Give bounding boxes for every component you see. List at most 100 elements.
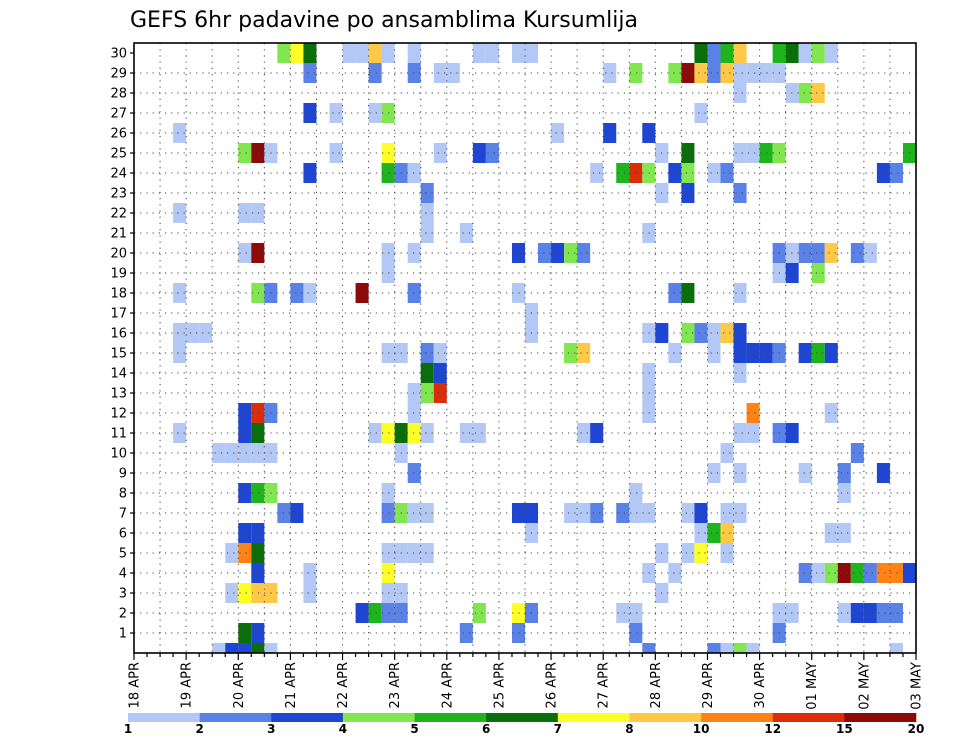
grid-lines [134,43,916,653]
heatmap-cell [694,503,708,523]
heatmap-cell [433,363,447,383]
y-tick-label: 10 [110,447,127,462]
heatmap-cell [459,623,473,643]
heatmap-cell [694,103,708,123]
y-tick-label: 29 [110,67,127,82]
x-tick-label: 28 APR [649,662,664,708]
y-tick-label: 17 [110,307,127,322]
colorbar: 1 2 3 4 5 6 7 8 10 12 15 20 [124,713,924,736]
heatmap-cell [733,323,747,343]
heatmap-cell [407,383,421,403]
heatmap-cell [407,163,421,183]
y-tick-label: 11 [110,427,127,442]
colorbar-swatch [128,713,200,722]
heatmap-cell [590,423,604,443]
heatmap-cell [746,403,760,423]
heatmap-cell [420,183,434,203]
heatmap-cell [407,543,421,563]
colorbar-label: 3 [267,722,275,736]
chart-title: GEFS 6hr padavine po ansamblima Kursumli… [130,8,638,33]
heatmap-cell [199,323,213,343]
y-tick-label: 15 [110,347,127,362]
heatmap-cell [420,423,434,443]
heatmap-cell [681,183,695,203]
heatmap-cell [433,343,447,363]
heatmap-cell [420,503,434,523]
heatmap-cell [577,243,591,263]
heatmap-cell [720,323,734,343]
colorbar-label: 6 [482,722,490,736]
heatmap-cell [420,223,434,243]
heatmap-cell [681,143,695,163]
heatmap-cell [798,343,812,363]
heatmap-cell [811,243,825,263]
heatmap-cell [303,563,317,583]
heatmap-cell [407,243,421,263]
heatmap-cell [746,143,760,163]
y-tick-label: 30 [110,47,127,62]
heatmap-cell [238,623,252,643]
heatmap-cell [876,463,890,483]
heatmap-cell [889,643,903,653]
heatmap-cell [381,263,395,283]
colorbar-label: 8 [625,722,633,736]
heatmap-cell [238,243,252,263]
y-tick-label: 28 [110,87,127,102]
heatmap-cell [472,603,486,623]
heatmap-cell [811,43,825,63]
colorbar-swatch [271,713,344,722]
heatmap-cell [811,343,825,363]
y-tick-label: 1 [119,627,127,642]
heatmap-cell [876,563,890,583]
heatmap-cell [251,403,265,423]
heatmap-cell [733,503,747,523]
colorbar-label: 7 [554,722,562,736]
colorbar-label: 2 [195,722,203,736]
heatmap-cell [564,503,578,523]
heatmap-cell [407,283,421,303]
heatmap-cell [173,323,187,343]
heatmap-cell [368,63,382,83]
heatmap-cell [381,563,395,583]
heatmap-cell [746,423,760,443]
heatmap-cell [798,243,812,263]
heatmap-cell [525,43,539,63]
heatmap-cell [303,163,317,183]
colorbar-swatch [629,713,702,722]
heatmap-cell [824,403,838,423]
heatmap-cell [811,83,825,103]
heatmap-cell [251,643,265,653]
heatmap-cell [824,43,838,63]
heatmap-cell [668,283,682,303]
heatmap-cell [368,423,382,443]
heatmap-cell [368,103,382,123]
heatmap-cell [811,263,825,283]
heatmap-cell [407,403,421,423]
heatmap-cell [381,343,395,363]
y-tick-label: 13 [110,387,127,402]
heatmap-cell [707,43,721,63]
heatmap-cell [577,343,591,363]
heatmap-cell [459,223,473,243]
heatmap-cell [733,423,747,443]
y-tick-label: 25 [110,147,127,162]
heatmap-cell [251,543,265,563]
colorbar-swatch [342,713,415,722]
y-tick-label: 5 [119,547,127,562]
heatmap-cell [238,403,252,423]
heatmap-cell [251,523,265,543]
heatmap-cell [837,603,851,623]
heatmap-cell [720,43,734,63]
heatmap-cell [251,423,265,443]
x-tick-label: 29 APR [701,662,716,708]
heatmap-cell [707,523,721,543]
heatmap-cell [212,443,226,463]
heatmap-cell [694,523,708,543]
heatmap-cell [290,503,304,523]
heatmap-cell [889,603,903,623]
y-tick-label: 4 [119,567,127,582]
heatmap-cell [837,483,851,503]
heatmap-cell [759,63,773,83]
heatmap-cell [459,423,473,443]
heatmap-cell [329,143,343,163]
